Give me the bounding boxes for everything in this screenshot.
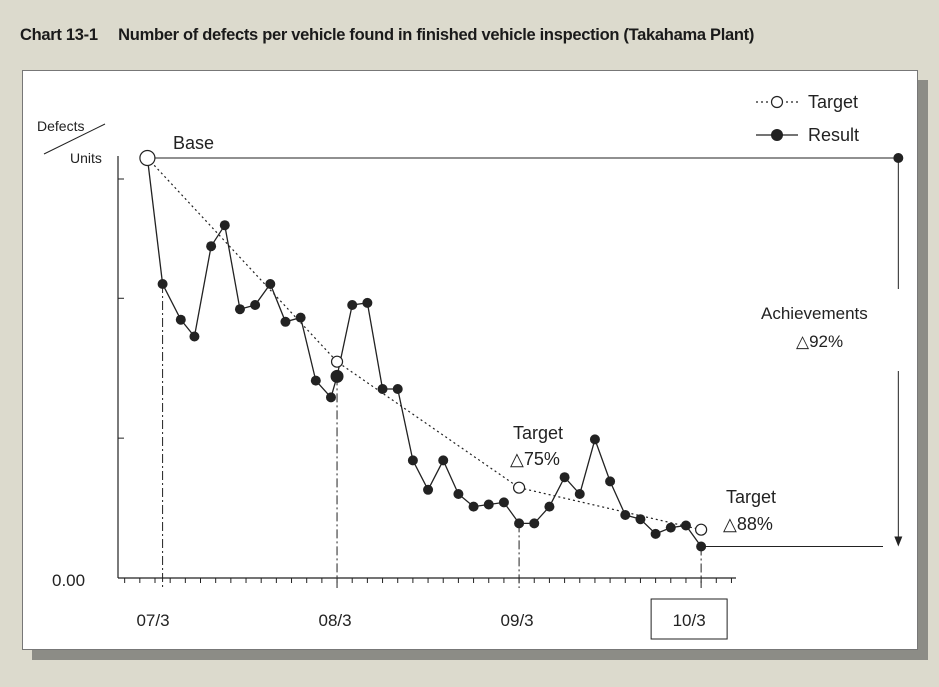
chart-title: Chart 13-1 Number of defects per vehicle… xyxy=(20,26,755,44)
result-reference-marker xyxy=(893,153,904,163)
target-point xyxy=(512,481,526,494)
result-point xyxy=(295,312,306,323)
result-point xyxy=(620,510,631,520)
result-point xyxy=(635,514,646,525)
result-point xyxy=(498,497,509,508)
x-tick-label: 09/3 xyxy=(501,611,534,630)
ylabel-defects: Defects xyxy=(37,118,84,134)
x-tick-label: 07/3 xyxy=(136,611,169,630)
ylabel-units: Units xyxy=(70,150,102,166)
achievement-arrowhead xyxy=(894,536,903,547)
result-point xyxy=(680,520,691,531)
result-point xyxy=(589,434,600,445)
base-label: Base xyxy=(173,133,214,153)
result-point xyxy=(665,522,676,533)
target-series-line xyxy=(146,157,702,531)
result-point xyxy=(189,331,200,342)
legend-result-label: Result xyxy=(808,125,859,145)
result-point xyxy=(605,476,616,487)
result-point xyxy=(650,528,661,539)
result-point xyxy=(325,392,336,403)
result-point xyxy=(347,300,358,310)
result-point xyxy=(265,279,276,289)
result-point xyxy=(438,455,449,466)
result-point xyxy=(157,279,168,289)
target-75-value: △75% xyxy=(510,449,560,469)
legend-target-marker xyxy=(770,95,784,109)
result-point xyxy=(206,241,217,252)
result-point xyxy=(453,489,464,499)
result-point xyxy=(310,375,321,386)
result-point xyxy=(483,499,494,510)
defects-line-chart: Defects Units 0.00 07/3 08/3 09/3 10/3 Base Achi… xyxy=(37,92,904,640)
target-88-value: △88% xyxy=(723,514,773,534)
result-point xyxy=(175,314,186,325)
y-zero-label: 0.00 xyxy=(52,571,85,590)
chart-panel: Defects Units 0.00 07/3 08/3 09/3 10/3 Base Achi… xyxy=(22,70,918,650)
result-point xyxy=(392,384,403,394)
x-tick-label: 10/3 xyxy=(673,611,706,630)
result-point xyxy=(377,384,388,394)
target-point xyxy=(330,355,344,368)
result-point xyxy=(514,518,525,529)
result-point xyxy=(559,472,570,483)
reference-lines xyxy=(147,157,903,588)
target-polyline xyxy=(146,157,702,531)
boxed-tick-frame xyxy=(650,598,728,640)
result-point xyxy=(362,297,373,308)
result-point xyxy=(544,501,555,512)
chart-legend: Target Result xyxy=(756,92,859,145)
result-point xyxy=(468,501,479,512)
result-point xyxy=(219,220,230,231)
result-point xyxy=(696,541,707,552)
chart-axes xyxy=(43,123,736,583)
achievement-label: Achievements xyxy=(761,304,868,323)
result-point xyxy=(423,484,434,495)
result-point xyxy=(250,300,261,310)
result-point xyxy=(529,518,540,529)
ylabel-divider xyxy=(43,123,106,155)
target-point xyxy=(139,149,156,167)
result-point xyxy=(330,369,344,383)
result-point xyxy=(280,316,291,327)
result-point xyxy=(407,455,418,466)
legend-result-marker xyxy=(771,129,783,141)
target-75-label: Target xyxy=(513,423,563,443)
chart-labels: Defects Units 0.00 07/3 08/3 09/3 10/3 Base Achi… xyxy=(37,118,868,640)
result-point xyxy=(234,304,245,315)
legend-target-label: Target xyxy=(808,92,858,112)
series-markers xyxy=(139,149,904,552)
target-point xyxy=(695,523,708,536)
result-point xyxy=(574,489,585,499)
achievement-value: △92% xyxy=(796,332,843,351)
target-88-label: Target xyxy=(726,487,776,507)
x-tick-label: 08/3 xyxy=(318,611,351,630)
